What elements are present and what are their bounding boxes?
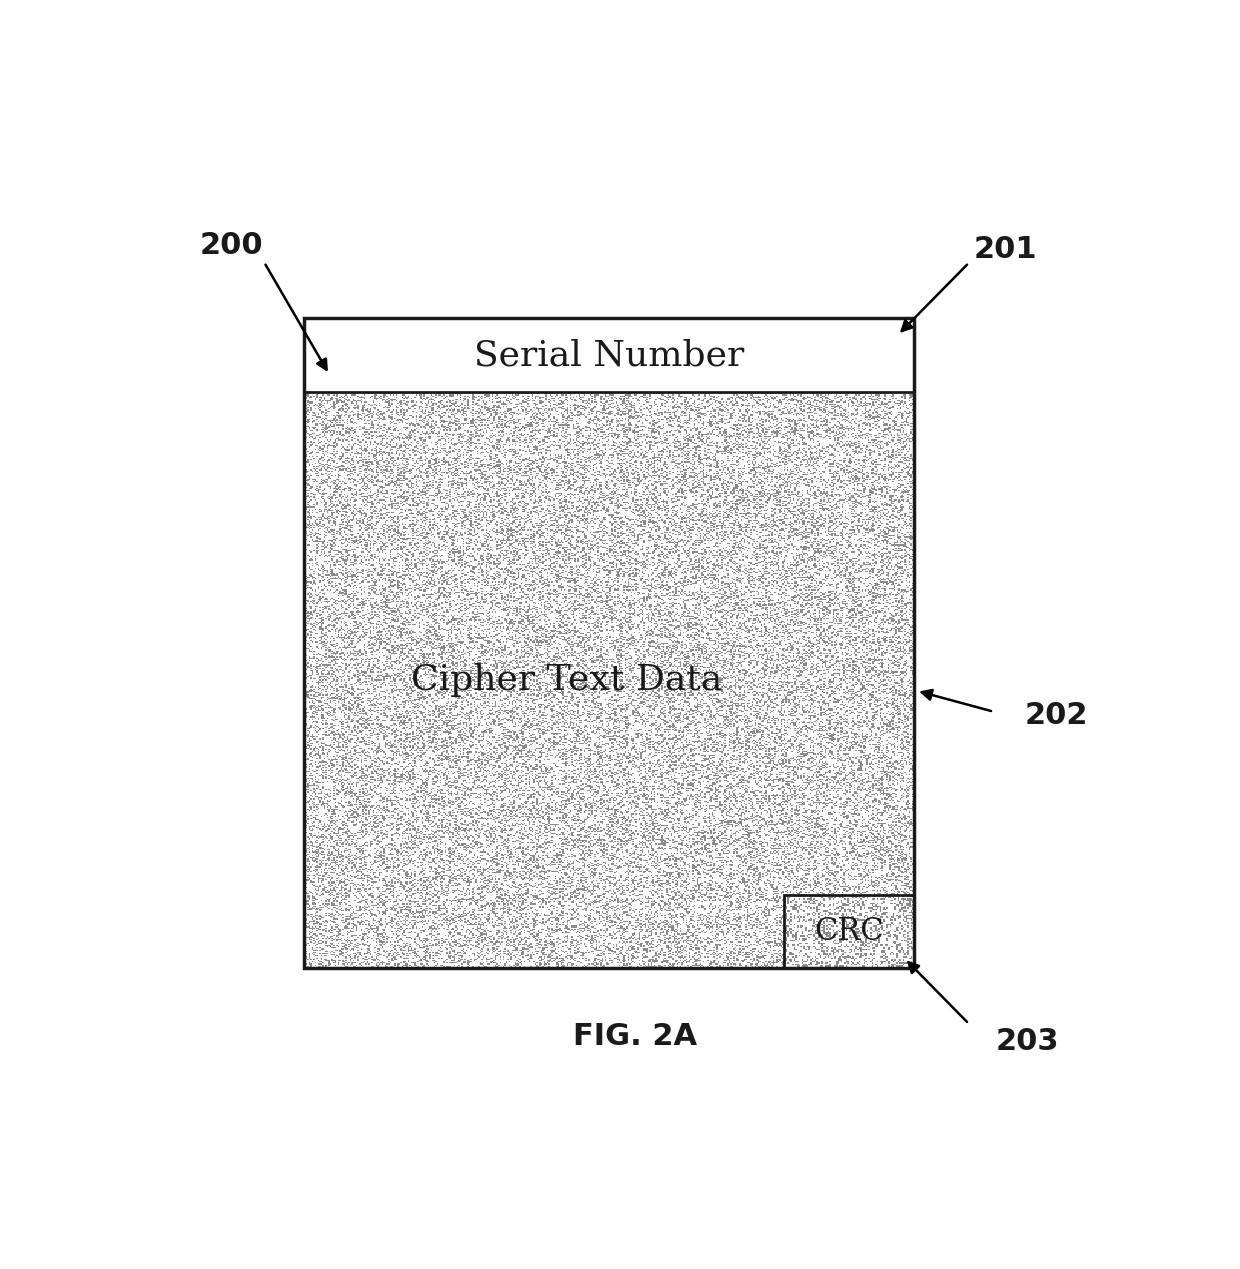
Text: Serial Number: Serial Number [474, 338, 744, 372]
Bar [304, 319, 914, 968]
Bar [785, 895, 914, 968]
Text: FIG. 2A: FIG. 2A [573, 1022, 698, 1051]
Text: 202: 202 [1024, 702, 1089, 731]
Text: Cipher Text Data: Cipher Text Data [410, 662, 722, 697]
Text: 203: 203 [996, 1027, 1059, 1056]
Text: CRC: CRC [815, 916, 884, 947]
Bar [304, 319, 914, 392]
Text: 201: 201 [973, 236, 1038, 264]
Text: 200: 200 [200, 231, 264, 260]
